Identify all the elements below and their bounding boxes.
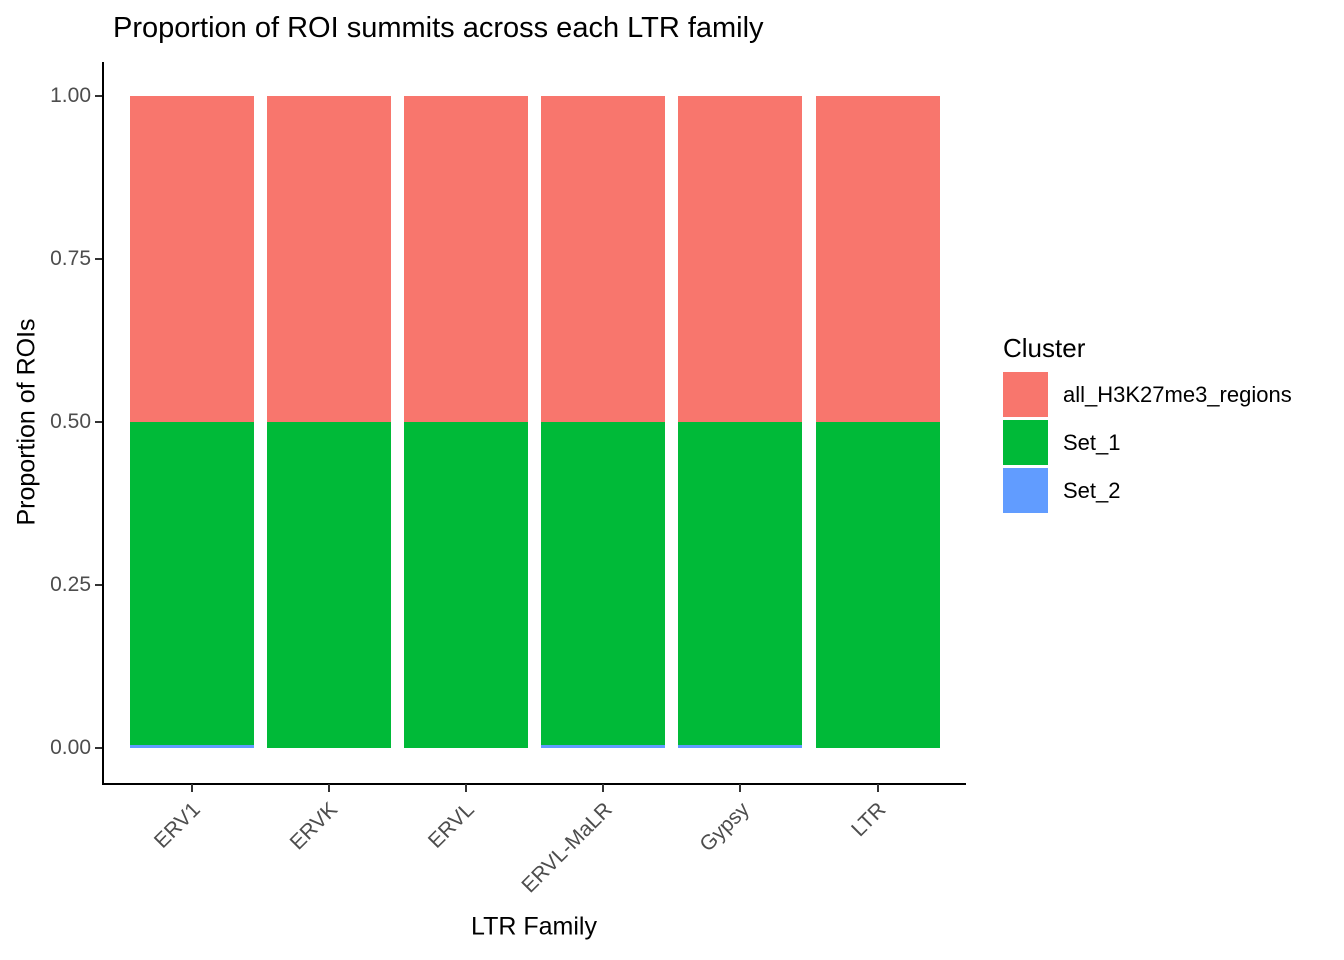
bar-segment-all_H3K27me3_regions [541,96,666,422]
stacked-bar-LTR [815,96,940,748]
y-tick-mark [95,421,102,423]
bar-segment-Set_1 [403,422,528,748]
stacked-bar-ERVL-MaLR [541,96,666,748]
x-tick-mark [327,784,330,792]
y-tick-mark [95,258,102,260]
x-tick-mark [739,784,742,792]
chart-title: Proportion of ROI summits across each LT… [113,12,764,44]
bar-segment-all_H3K27me3_regions [815,96,940,422]
x-axis-title: LTR Family [471,912,597,941]
y-tick-mark [95,95,102,97]
legend-label-all_H3K27me3_regions: all_H3K27me3_regions [1063,381,1292,407]
legend-label-Set_1: Set_1 [1063,429,1121,455]
x-tick-label: ERVL [424,798,480,853]
stacked-bar-ERVK [266,96,391,748]
bar-segment-Set_1 [815,422,940,748]
x-tick-label: ERV1 [149,798,205,853]
x-tick-label: ERVK [285,798,342,855]
x-tick-mark [876,784,879,792]
y-tick-mark [95,584,102,586]
x-tick-label: LTR [847,798,891,842]
stacked-bar-ERVL [403,96,528,748]
bar-segment-all_H3K27me3_regions [266,96,391,422]
bar-segment-Set_1 [678,422,803,745]
bar-segment-Set_2 [678,744,803,748]
stacked-bar-Gypsy [678,96,803,748]
y-tick-label: 0.25 [50,573,91,596]
x-tick-label: ERVL-MaLR [517,798,617,898]
y-axis-line [102,62,104,784]
bar-segment-all_H3K27me3_regions [403,96,528,422]
legend-swatch-Set_1 [1003,420,1048,465]
legend-swatch-Set_2 [1003,468,1048,513]
y-tick-label: 0.00 [50,736,91,759]
bar-segment-all_H3K27me3_regions [129,96,254,422]
x-tick-mark [464,784,467,792]
x-tick-label: Gypsy [695,798,754,857]
bar-segment-Set_2 [129,744,254,748]
y-tick-mark [95,747,102,749]
bar-segment-Set_1 [266,422,391,748]
y-tick-label: 1.00 [50,84,91,107]
y-tick-label: 0.50 [50,410,91,433]
legend-swatch-all_H3K27me3_regions [1003,372,1048,417]
bar-segment-Set_1 [129,422,254,745]
x-tick-mark [190,784,193,792]
bar-segment-Set_1 [541,422,666,745]
bar-segment-Set_2 [541,744,666,748]
x-tick-mark [602,784,605,792]
legend-label-Set_2: Set_2 [1063,477,1121,503]
bar-segment-all_H3K27me3_regions [678,96,803,422]
legend-title: Cluster [1003,333,1086,363]
y-tick-label: 0.75 [50,247,91,270]
x-axis-line [102,783,966,785]
stacked-bar-ERV1 [129,96,254,748]
